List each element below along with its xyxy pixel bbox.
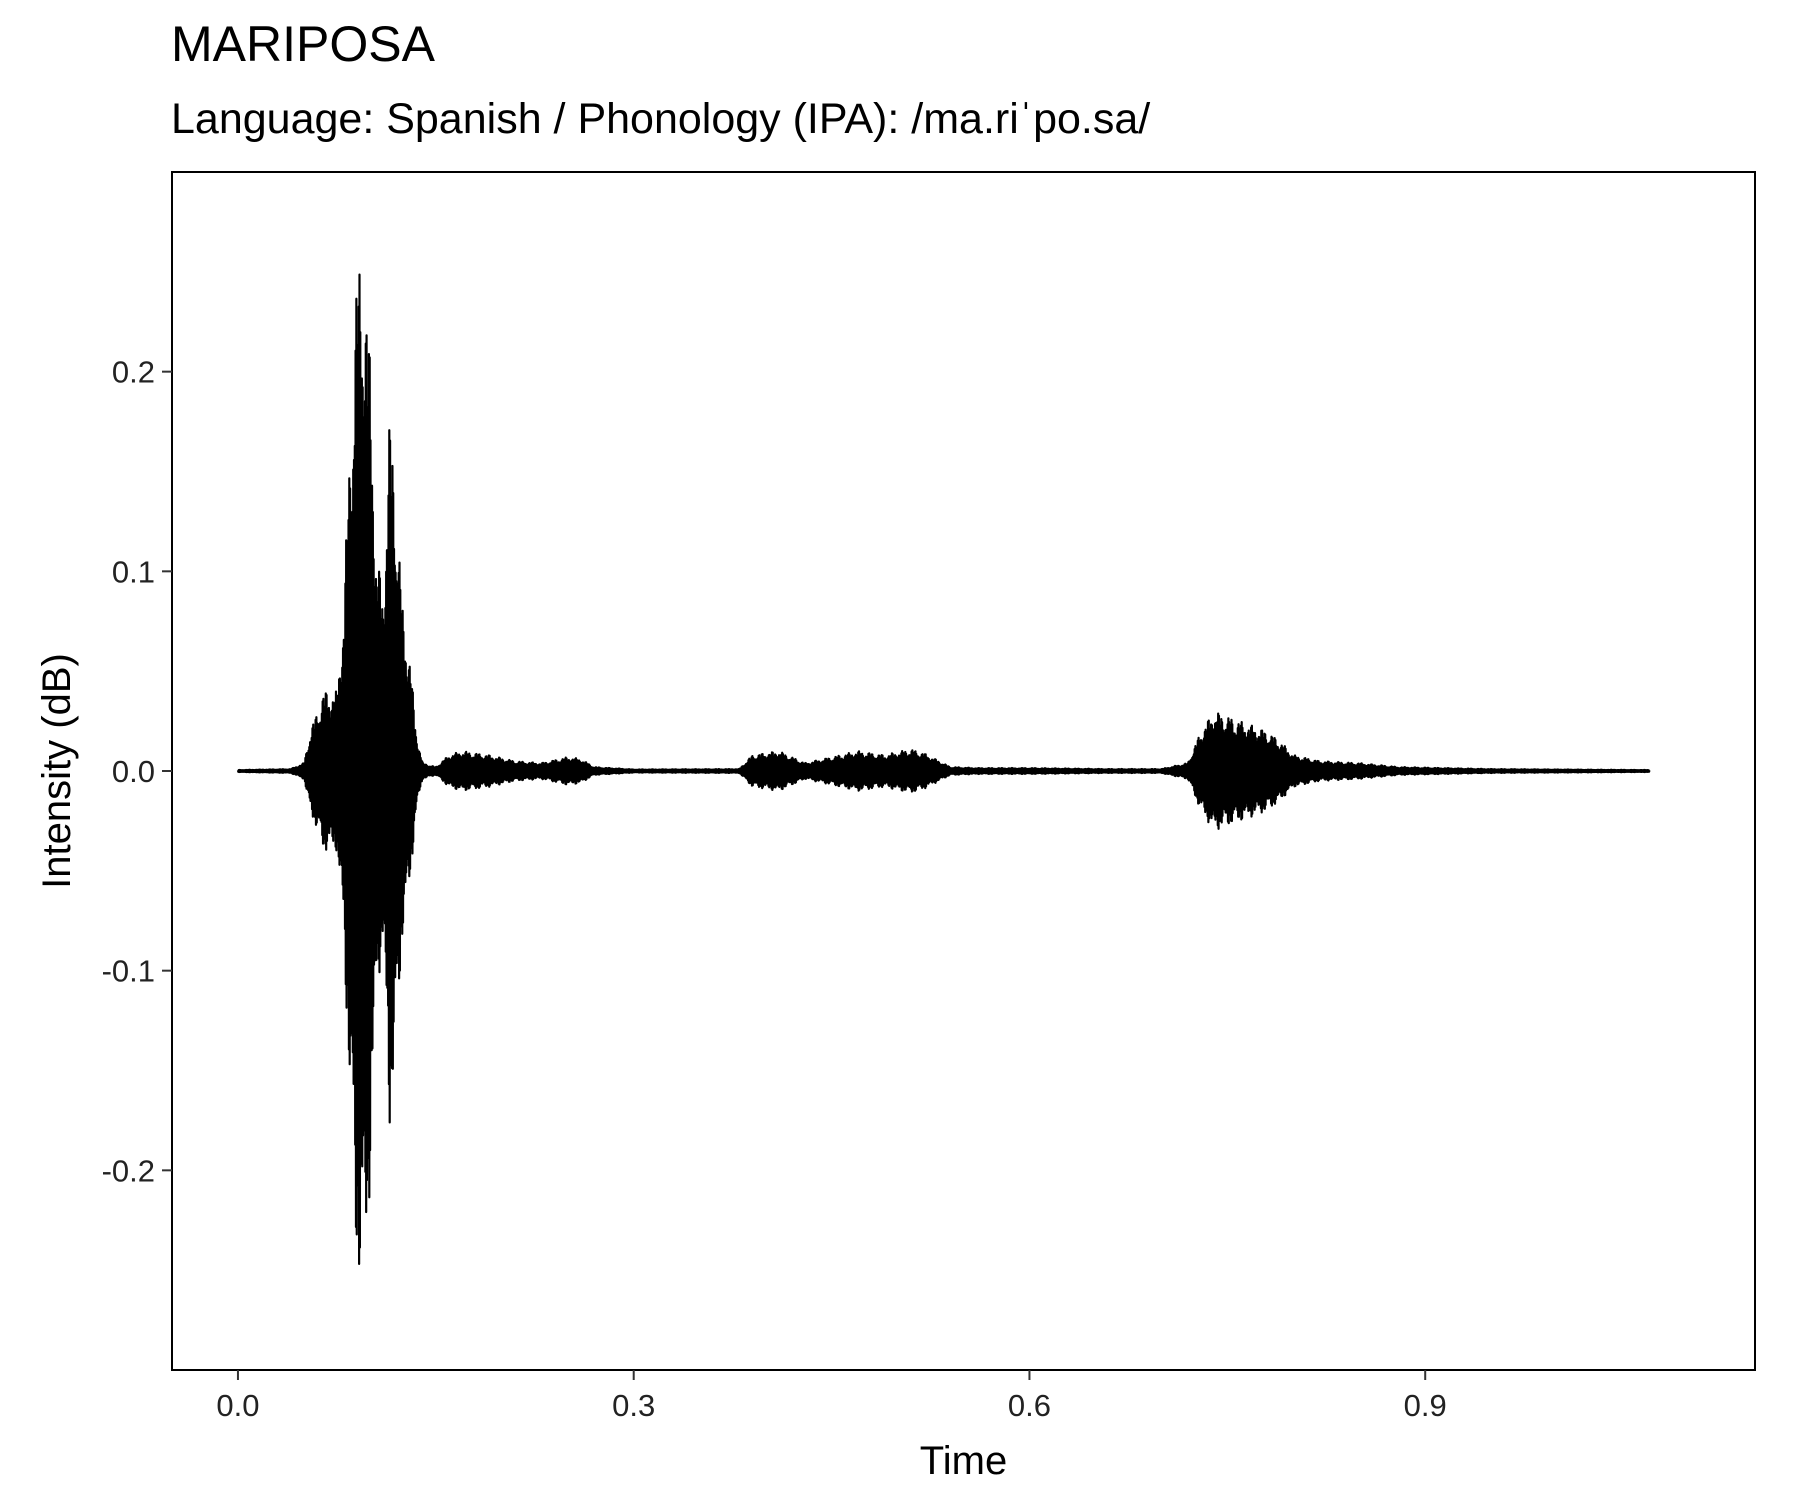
y-tick-label: 0.1 [112,554,155,589]
y-axis: -0.2 -0.1 0.0 0.1 0.2 [102,355,172,1188]
y-tick-label: -0.2 [102,1153,155,1188]
waveform-line [236,273,1651,1265]
x-tick-label: 0.0 [216,1388,259,1423]
y-tick-label: 0.0 [112,754,155,789]
x-tick-label: 0.6 [1008,1388,1051,1423]
y-axis-title: Intensity (dB) [35,653,79,889]
chart-subtitle: Language: Spanish / Phonology (IPA): /ma… [171,95,1151,143]
x-tick-label: 0.9 [1404,1388,1447,1423]
y-tick-label: -0.1 [102,954,155,989]
chart-title: MARIPOSA [171,16,435,72]
x-axis-title: Time [920,1439,1007,1483]
waveform-layer [236,273,1651,1265]
y-tick-label: 0.2 [112,355,155,390]
x-axis: 0.0 0.3 0.6 0.9 [216,1370,1447,1423]
x-tick-label: 0.3 [612,1388,655,1423]
